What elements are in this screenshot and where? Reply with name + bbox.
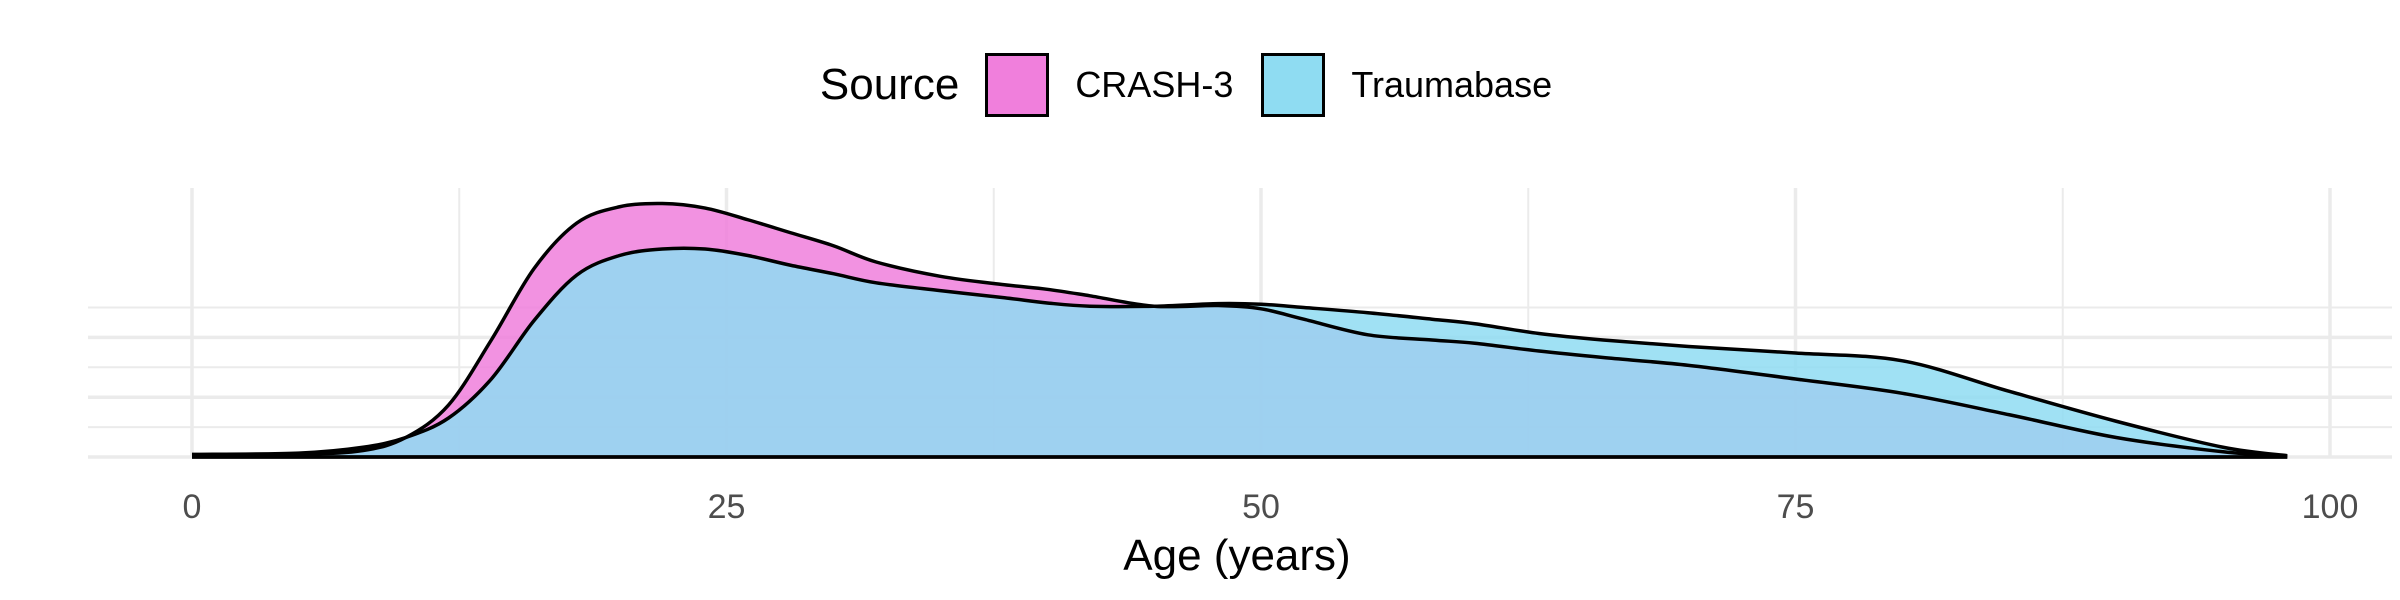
density-area-crash3-outline — [191, 201, 2288, 459]
x-tick-label: 50 — [1242, 488, 1280, 526]
legend-key-crash3 — [985, 53, 1050, 117]
x-tick-label: 100 — [2302, 488, 2359, 526]
density-area-traumabase-outline — [191, 246, 2288, 458]
legend-label-traumabase: Traumabase — [1351, 64, 1553, 105]
x-tick-label: 75 — [1777, 488, 1815, 526]
x-tick-labels: 0 25 50 75 100 — [183, 488, 2359, 526]
legend-item-traumabase: Traumabase — [1261, 53, 1552, 117]
legend-title: Source — [819, 60, 960, 109]
x-tick-label: 25 — [708, 488, 746, 526]
density-areas — [191, 201, 2288, 459]
x-axis-title: Age (years) — [1123, 531, 1350, 580]
legend-label-crash3: CRASH-3 — [1075, 64, 1234, 105]
legend-key-traumabase — [1261, 53, 1326, 117]
density-area-traumabase — [192, 248, 2288, 457]
legend: Source CRASH-3 Traumabase — [0, 45, 2400, 125]
x-tick-label: 0 — [183, 488, 202, 526]
legend-item-crash3: CRASH-3 — [985, 53, 1233, 117]
